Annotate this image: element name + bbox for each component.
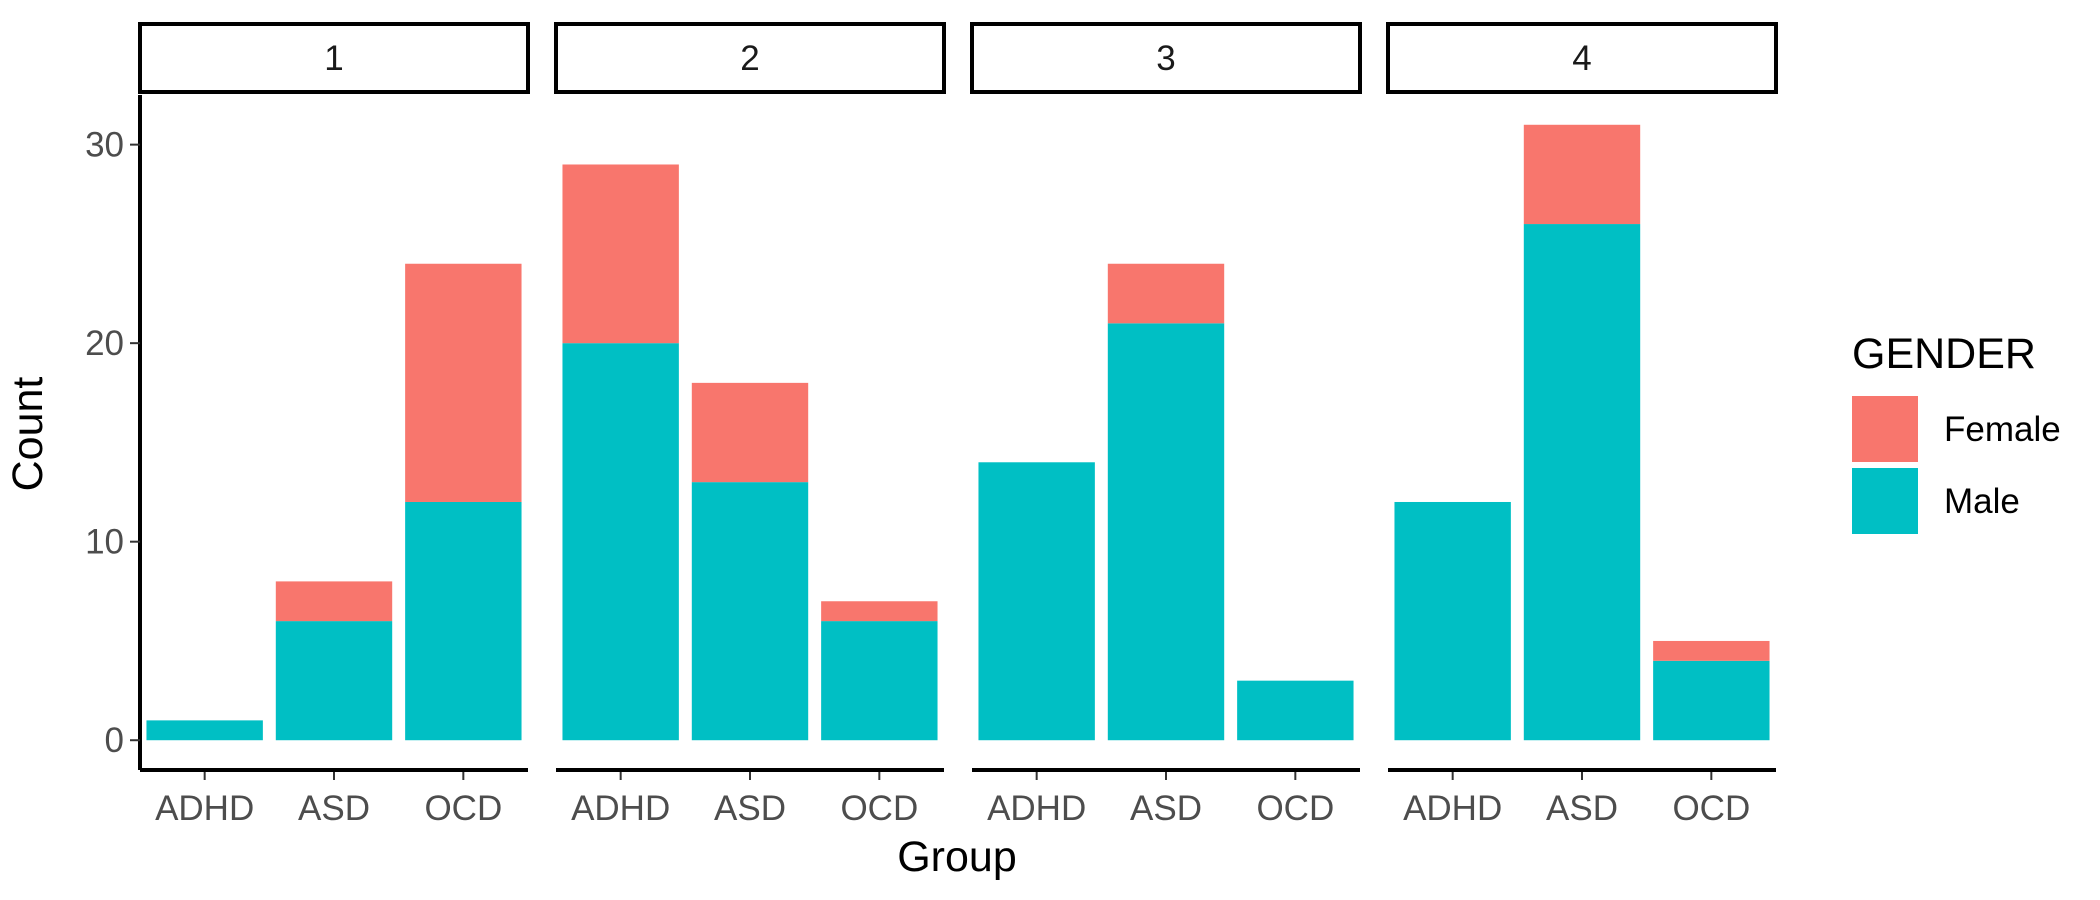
legend-key-female <box>1852 396 1918 462</box>
x-tick-label: ASD <box>298 789 370 828</box>
facet-strip-label: 2 <box>740 39 759 78</box>
bar-female-4-asd <box>1523 124 1641 225</box>
facet-strip <box>970 22 1362 94</box>
y-axis: 0 10 20 30 <box>85 95 142 770</box>
x-axis-title: Group <box>897 833 1017 881</box>
y-axis-title: Count <box>4 377 52 492</box>
y-tick-label: 0 <box>105 721 124 760</box>
bar-male-1-ocd <box>405 501 522 741</box>
bar-female-2-adhd <box>562 164 679 344</box>
bar-male-4-adhd <box>1394 501 1511 741</box>
x-tick-label: OCD <box>424 789 502 828</box>
x-tick-label: ASD <box>714 789 786 828</box>
bar-female-2-asd <box>691 382 809 483</box>
bar-male-2-adhd <box>562 343 679 741</box>
bar-female-1-ocd <box>405 263 522 502</box>
facet-strip-label: 3 <box>1156 39 1175 78</box>
bar-male-1-asd <box>275 621 393 741</box>
legend: GENDER Female Male <box>1852 330 2061 534</box>
facet-strip <box>554 22 946 94</box>
bar-female-2-ocd <box>821 601 938 622</box>
legend-label-male: Male <box>1944 482 2020 521</box>
bar-male-4-ocd <box>1653 660 1770 741</box>
x-tick-label: ADHD <box>571 789 670 828</box>
legend-title: GENDER <box>1852 330 2036 378</box>
bar-female-4-ocd <box>1653 640 1770 661</box>
x-tick-label: OCD <box>840 789 918 828</box>
y-tick-label: 30 <box>85 126 124 165</box>
facet-strip-label: 1 <box>324 39 343 78</box>
x-tick-label: ADHD <box>155 789 254 828</box>
x-tick-label: ADHD <box>987 789 1086 828</box>
legend-label-female: Female <box>1944 410 2061 449</box>
facet-strip-label: 4 <box>1572 39 1591 78</box>
x-tick-label: ADHD <box>1403 789 1502 828</box>
facet-panel-2: 2 ADHD ASD OCD <box>554 22 946 828</box>
y-tick-label: 20 <box>85 324 124 363</box>
facet-panel-1: 1 ADHD ASD OCD <box>138 22 530 828</box>
x-tick-label: ASD <box>1130 789 1202 828</box>
bar-male-2-ocd <box>821 621 938 741</box>
facet-panel-3: 3 ADHD ASD OCD <box>970 22 1362 828</box>
bar-male-3-ocd <box>1237 680 1354 741</box>
bar-female-3-asd <box>1107 263 1225 324</box>
bar-male-4-asd <box>1523 224 1641 741</box>
bar-male-3-asd <box>1107 323 1225 741</box>
facet-strip <box>1386 22 1778 94</box>
x-tick-label: OCD <box>1256 789 1334 828</box>
bar-male-1-adhd <box>146 720 263 741</box>
legend-items: Female Male <box>1852 396 2061 534</box>
x-tick-label: OCD <box>1672 789 1750 828</box>
facet-panel-4: 4 ADHD ASD OCD <box>1386 22 1778 828</box>
bar-female-1-asd <box>275 581 393 622</box>
legend-key-male <box>1852 468 1918 534</box>
facet-panels: 1 ADHD ASD OCD 2 ADHD ASD OCD 3 ADHD ASD OCD 4 ADHD AS… <box>138 22 1778 828</box>
y-tick-label: 10 <box>85 523 124 562</box>
bar-male-3-adhd <box>978 462 1095 741</box>
bar-male-2-asd <box>691 482 809 741</box>
facet-strip <box>138 22 530 94</box>
x-tick-label: ASD <box>1546 789 1618 828</box>
